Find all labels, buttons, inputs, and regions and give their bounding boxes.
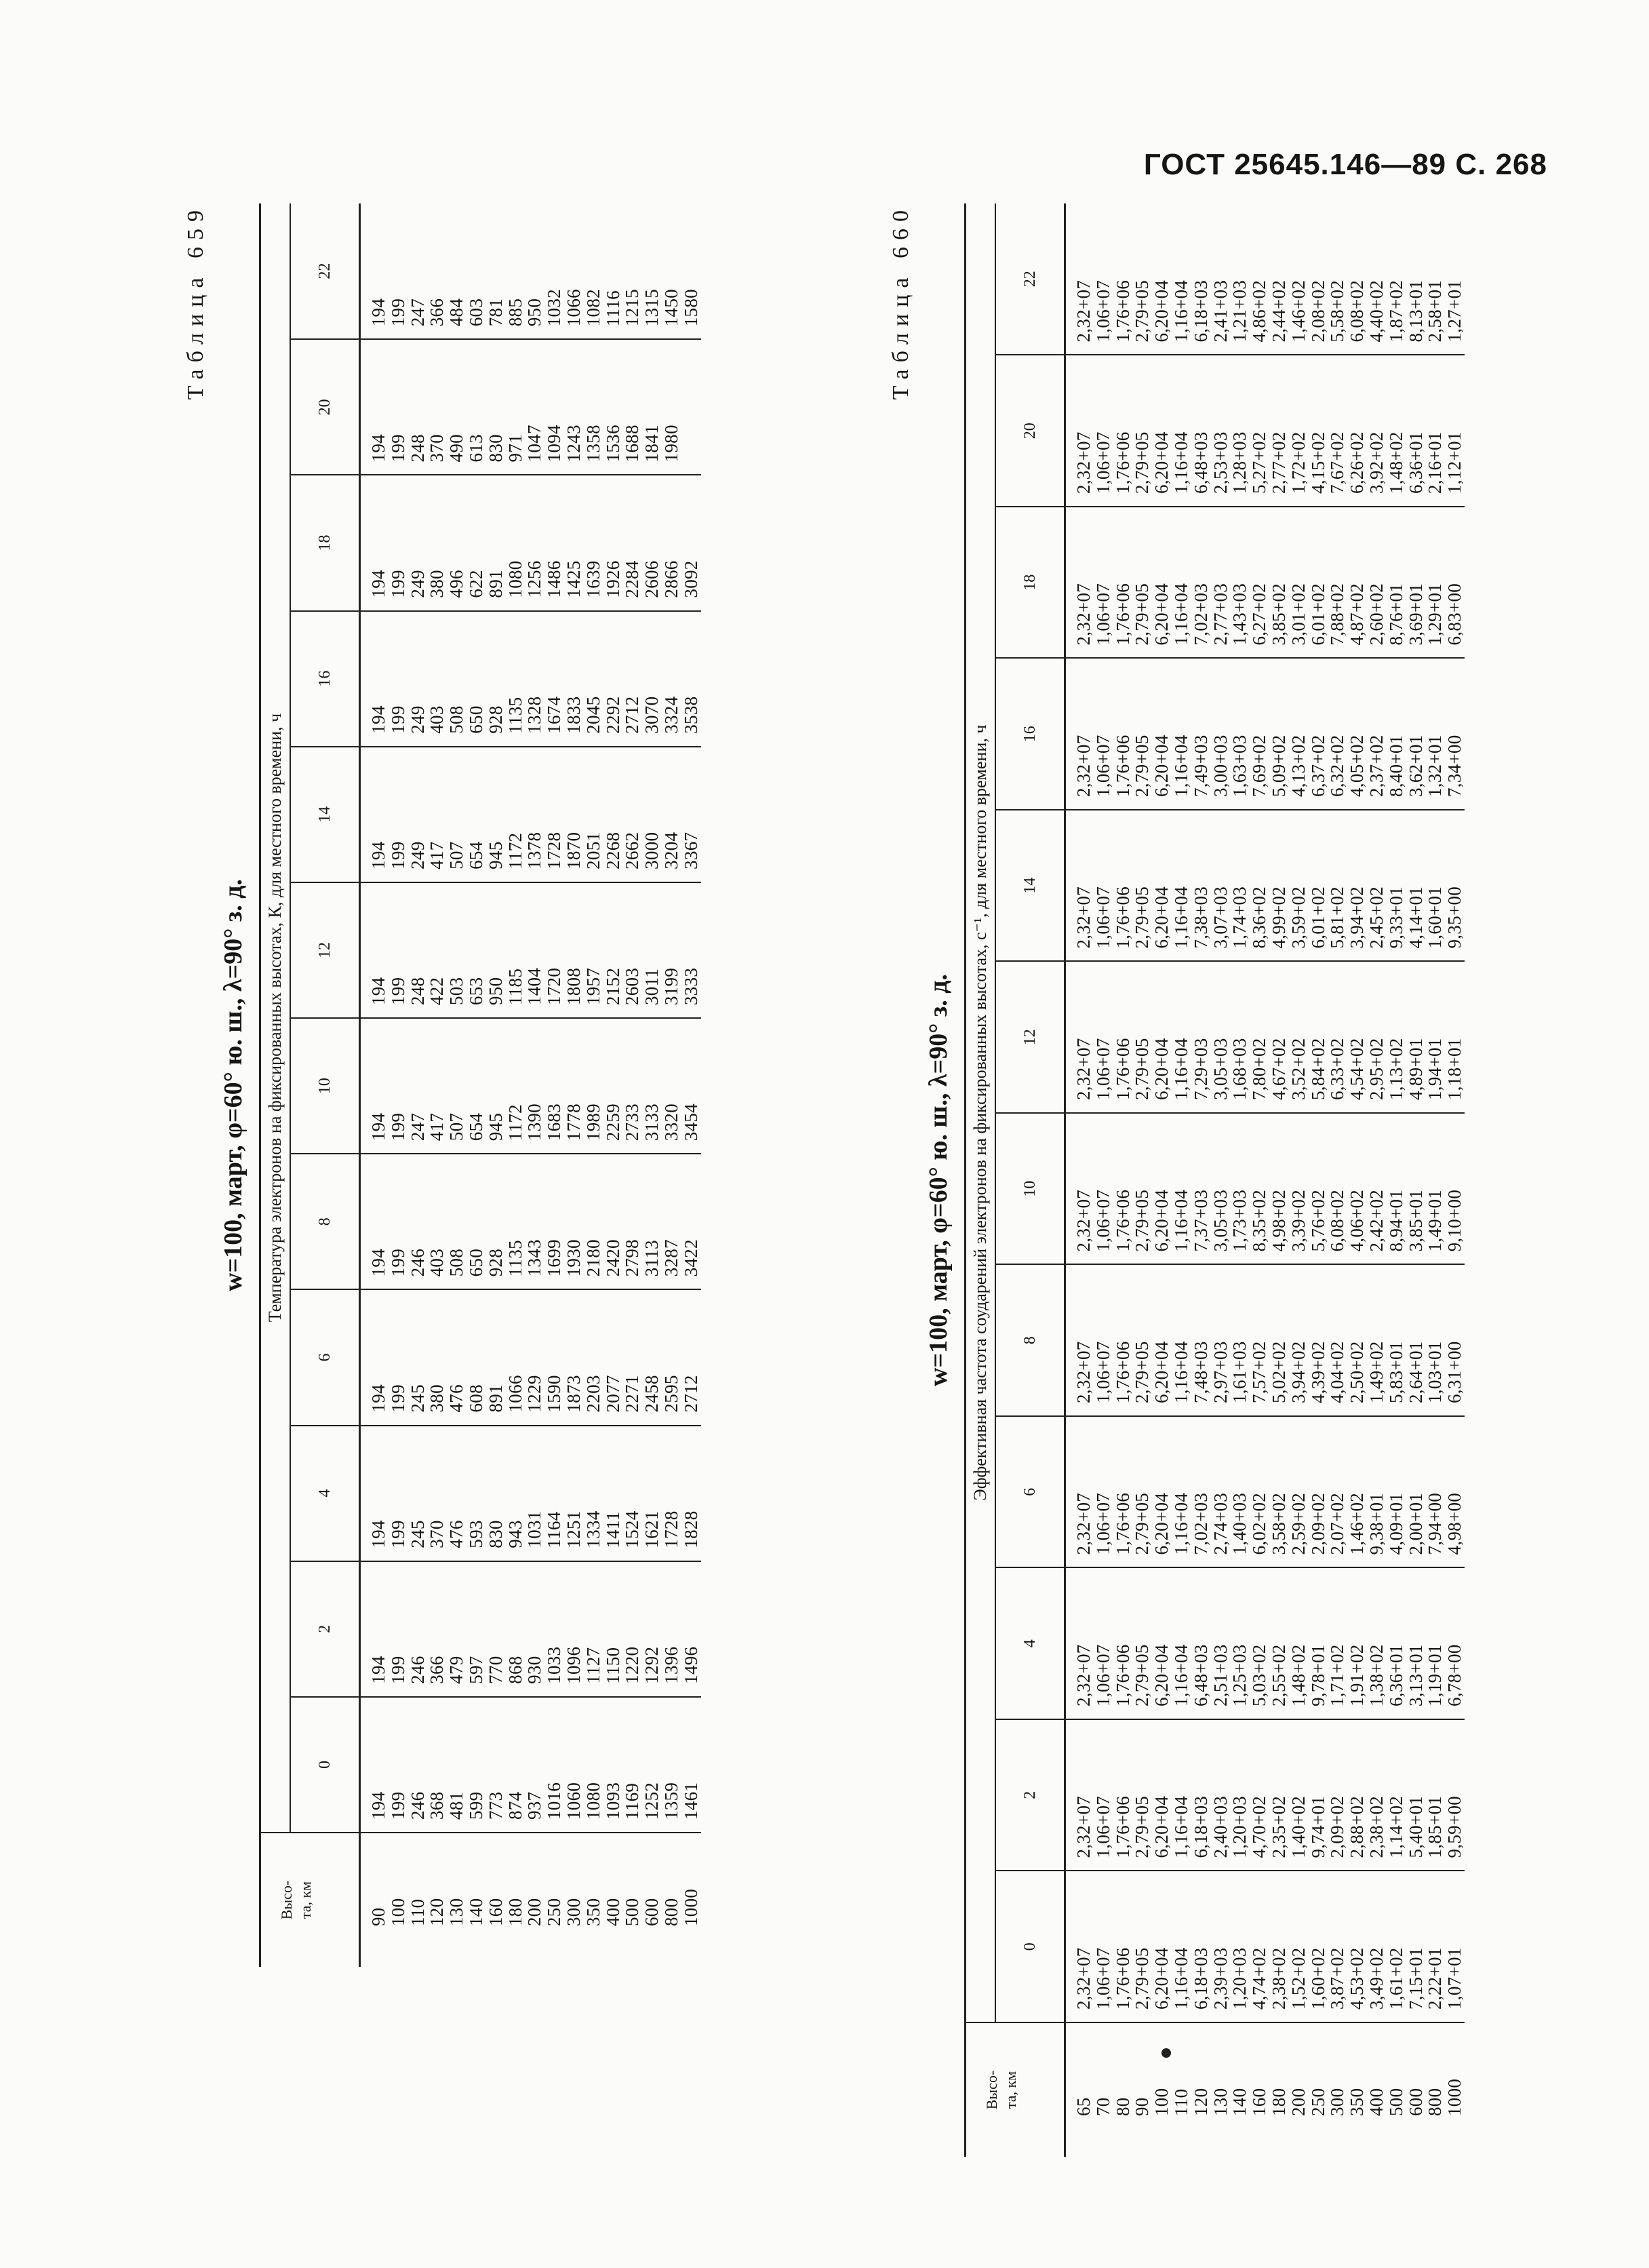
column-header: 6 [995, 1416, 1065, 1568]
data-table: Высо- та, км Температура электронов на ф… [259, 203, 701, 1967]
value-column: 194 199 247 366 484 603 781 885 950 1032… [359, 203, 701, 340]
value-column: 194 199 246 403 508 650 928 1135 1343 16… [359, 1154, 701, 1290]
value-column: 2,32+07 1,06+07 1,76+06 2,79+05 6,20+04 … [1065, 810, 1465, 962]
value-column: 194 199 245 370 476 593 830 943 1031 116… [359, 1425, 701, 1561]
value-column: 194 199 248 422 503 653 950 1185 1404 17… [359, 882, 701, 1019]
height-header: Высо- та, км [965, 2022, 1065, 2157]
quantity-header: Температура электронов на фиксированных … [260, 203, 290, 1833]
column-header: 20 [290, 339, 360, 475]
value-column: 2,32+07 1,06+07 1,76+06 2,79+05 6,20+04 … [1065, 1871, 1465, 2022]
column-header: 20 [995, 355, 1065, 507]
quantity-header: Эффективная частота соударений электроно… [965, 203, 995, 2022]
value-column: 194 199 249 403 508 650 928 1135 1328 16… [359, 610, 701, 747]
table-label: Таблица 659 [183, 203, 208, 400]
column-header-row: 0 2 4 6 8 10 12 14 16 18 20 22 [290, 203, 360, 1967]
data-table: Высо- та, км Эффективная частота соударе… [964, 203, 1465, 2157]
table-label: Таблица 660 [888, 203, 913, 400]
value-column: 194 199 247 417 507 654 945 1172 1390 16… [359, 1018, 701, 1154]
column-header: 8 [290, 1154, 360, 1290]
column-header: 12 [995, 961, 1065, 1113]
column-header: 16 [290, 610, 360, 747]
column-header: 14 [290, 746, 360, 882]
column-header: 10 [995, 1113, 1065, 1265]
value-column: 194 199 246 368 481 599 773 874 937 1016… [359, 1696, 701, 1833]
column-header: 0 [290, 1696, 360, 1833]
column-header: 2 [290, 1561, 360, 1697]
table-title: w=100, март, φ=60° ю. ш., λ=90° з. д. [924, 974, 953, 1386]
column-header-row: 0 2 4 6 8 10 12 14 16 18 20 22 [995, 203, 1065, 2157]
column-header: 10 [290, 1018, 360, 1154]
column-header: 0 [995, 1871, 1065, 2022]
column-header: 4 [995, 1567, 1065, 1719]
column-header: 8 [995, 1264, 1065, 1416]
column-header: 6 [290, 1289, 360, 1426]
value-column: 194 199 249 380 496 622 891 1080 1256 14… [359, 475, 701, 611]
value-column: 194 199 248 370 490 613 830 971 1047 109… [359, 339, 701, 475]
value-column: 2,32+07 1,06+07 1,76+06 2,79+05 6,20+04 … [1065, 1416, 1465, 1568]
value-column: 194 199 249 417 507 654 945 1172 1378 17… [359, 746, 701, 882]
height-header: Высо- та, км [260, 1833, 360, 1967]
column-header: 4 [290, 1425, 360, 1561]
value-column: 194 199 245 380 476 608 891 1066 1229 15… [359, 1289, 701, 1426]
value-column: 2,32+07 1,06+07 1,76+06 2,79+05 6,20+04 … [1065, 1719, 1465, 1871]
value-column: 194 199 246 366 479 597 770 868 930 1033… [359, 1561, 701, 1697]
value-column: 2,32+07 1,06+07 1,76+06 2,79+05 6,20+04 … [1065, 961, 1465, 1113]
table-659: Таблица 659 w=100, март, φ=60° ю. ш., λ=… [183, 203, 861, 1967]
value-column: 2,32+07 1,06+07 1,76+06 2,79+05 6,20+04 … [1065, 1113, 1465, 1265]
value-column: 2,32+07 1,06+07 1,76+06 2,79+05 6,20+04 … [1065, 1567, 1465, 1719]
column-header: 12 [290, 882, 360, 1019]
column-header: 22 [995, 203, 1065, 355]
value-column: 2,32+07 1,06+07 1,76+06 2,79+05 6,20+04 … [1065, 507, 1465, 659]
height-column: 90 100 110 120 130 140 160 180 200 250 3… [368, 1888, 701, 1926]
page-header: ГОСТ 25645.146—89 С. 268 [1143, 148, 1547, 181]
table-660: Таблица 660 w=100, март, φ=60° ю. ш., λ=… [888, 203, 1607, 2157]
value-column: 2,32+07 1,06+07 1,76+06 2,79+05 6,20+04 … [1065, 658, 1465, 810]
value-column: 2,32+07 1,06+07 1,76+06 2,79+05 6,20+04 … [1065, 1264, 1465, 1416]
value-column: 2,32+07 1,06+07 1,76+06 2,79+05 6,20+04 … [1065, 355, 1465, 507]
table-title: w=100, март, φ=60° ю. ш., λ=90° з. д. [219, 879, 247, 1291]
column-header: 16 [995, 658, 1065, 810]
column-header: 2 [995, 1719, 1065, 1871]
value-column: 2,32+07 1,06+07 1,76+06 2,79+05 6,20+04 … [1065, 203, 1465, 355]
ink-dot [1161, 2048, 1171, 2058]
column-header: 14 [995, 810, 1065, 962]
column-header: 22 [290, 203, 360, 340]
column-header: 18 [995, 507, 1065, 659]
table-body-row: 65 70 80 90 100 110 120 130 140 160 180 … [1065, 203, 1465, 2157]
column-header: 18 [290, 475, 360, 611]
height-column: 65 70 80 90 100 110 120 130 140 160 180 … [1073, 2078, 1465, 2116]
table-body-row: 90 100 110 120 130 140 160 180 200 250 3… [359, 203, 701, 1967]
